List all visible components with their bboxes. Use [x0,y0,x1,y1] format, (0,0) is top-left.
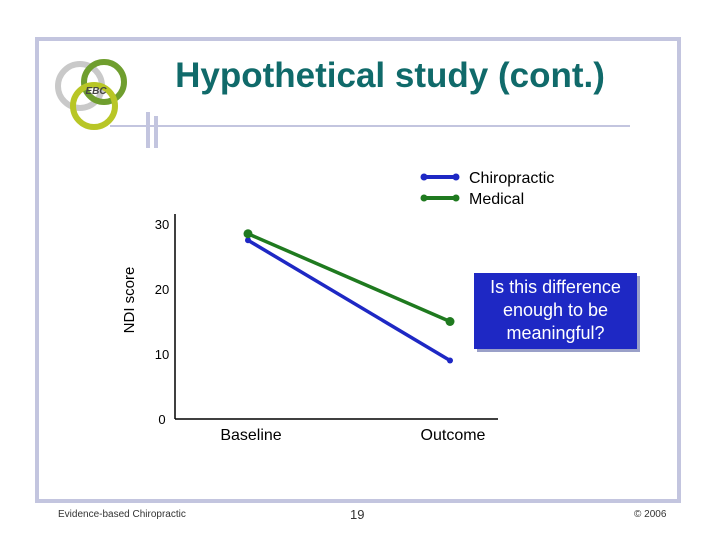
legend-label: Medical [469,191,524,208]
legend-label: Chiropractic [469,170,554,187]
series-line-medical [247,232,451,324]
data-point-chiropractic [447,357,453,364]
series-line-chiropractic [247,238,451,363]
y-tick-label: 10 [155,347,169,362]
data-point-medical [243,229,253,239]
callout-box: Is this difference enough to be meaningf… [474,273,637,349]
x-tick-label: Baseline [220,427,281,444]
slide-frame [35,37,681,503]
footer-source: Evidence-based Chiropractic [58,509,186,520]
slide-title: Hypothetical study (cont.) [175,56,605,95]
legend-marker [420,173,428,181]
y-axis-label: NDI score [121,267,138,334]
x-tick-label: Outcome [421,427,486,444]
copyright: © 2006 [634,509,667,520]
y-tick-label: 0 [158,412,165,427]
data-point-medical [445,317,455,326]
legend-marker [420,194,428,202]
y-tick-label: 30 [155,217,169,232]
logo-text: EBC [85,86,107,97]
legend-marker [452,194,460,202]
ebc-logo: EBC [55,59,127,130]
y-tick-label: 20 [155,282,169,297]
legend-marker [452,173,460,181]
title-underline [110,112,630,148]
data-point-chiropractic [245,237,251,244]
page-number: 19 [350,507,365,522]
